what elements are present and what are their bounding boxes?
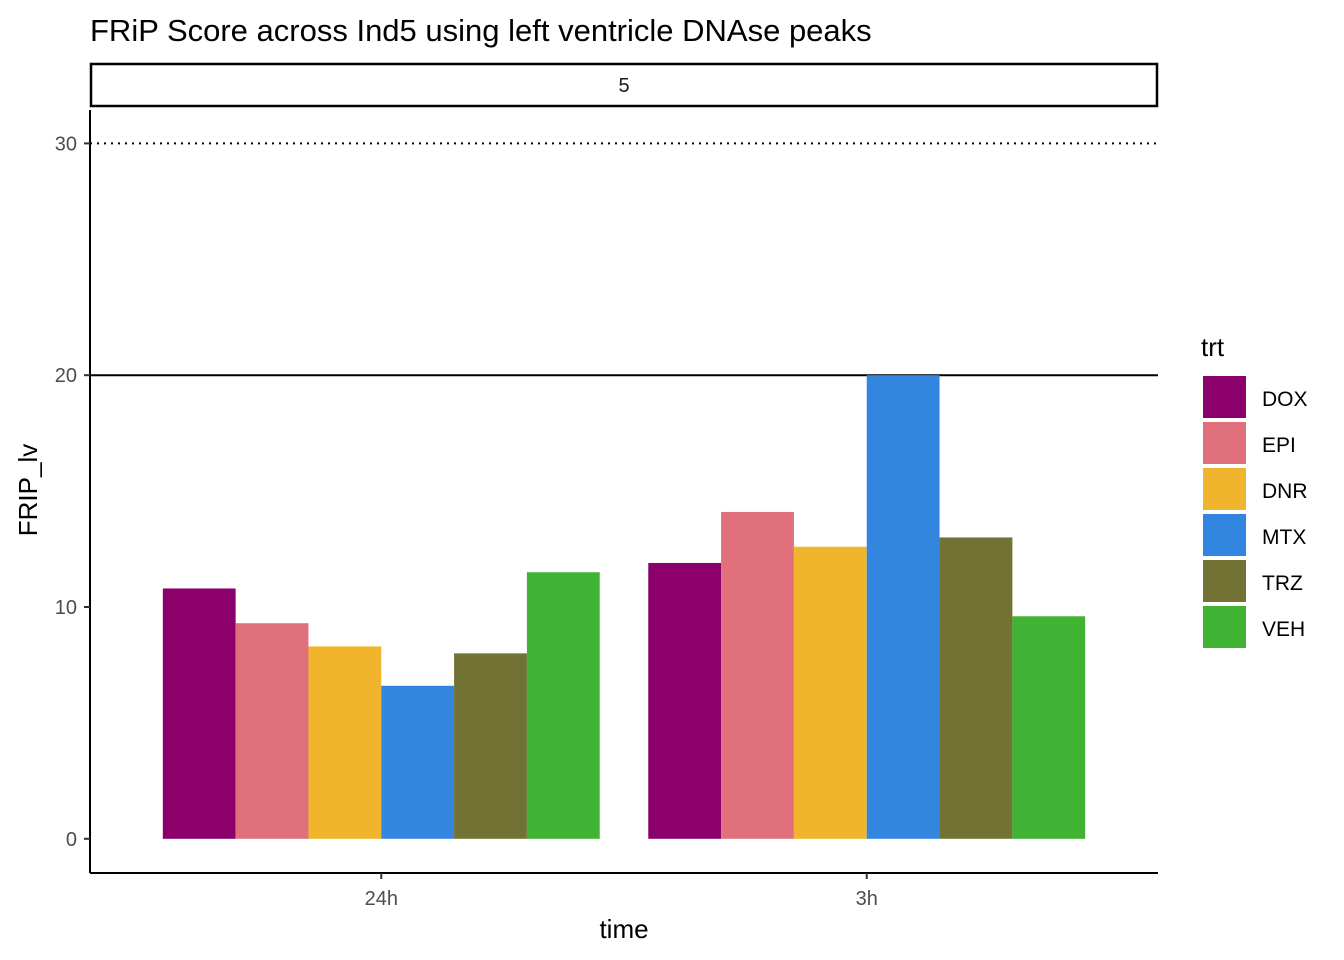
x-ticks: 24h 3h [365,873,878,910]
facet-strip: 5 [89,62,1159,108]
legend-label-mtx: MTX [1262,526,1306,549]
legend-swatch-dnr [1203,468,1246,510]
bar-mtx-3h [866,375,940,839]
bar-trz-24h [454,653,527,839]
reference-lines [90,142,1158,377]
legend-swatch-epi [1203,422,1246,464]
bar-epi-24h [235,623,309,839]
bar-mtx-24h [381,685,455,839]
y-ticks: 0 10 20 30 [55,133,90,851]
axes [89,110,1158,874]
legend-label-dnr: DNR [1262,480,1308,503]
legend-label-epi: EPI [1262,434,1296,457]
bar-veh-24h [526,572,600,839]
y-tick-label: 20 [55,365,77,387]
legend-label-dox: DOX [1262,388,1308,411]
bar-epi-3h [721,511,794,839]
legend-swatch-mtx [1203,514,1246,556]
bar-dox-24h [162,588,236,839]
y-axis-title: FRIP_lv [13,444,43,536]
legend-swatch-dox [1203,376,1246,418]
bar-dox-3h [648,562,722,839]
legend-label-trz: TRZ [1262,572,1303,595]
legend-label-veh: VEH [1262,618,1305,641]
bars [162,375,1086,839]
y-tick-label: 30 [55,133,77,155]
facet-strip-box [89,62,1159,108]
y-tick-label: 0 [66,829,77,851]
bar-dnr-24h [308,646,382,839]
legend: trt DOX EPI DNR MTX TRZ VEH [1201,332,1308,648]
bar-dnr-3h [793,546,867,839]
bar-veh-3h [1012,616,1086,839]
facet-strip-label: 5 [618,75,629,97]
y-tick-label: 10 [55,597,77,619]
x-tick-label: 3h [856,888,878,910]
chart-title: FRiP Score across Ind5 using left ventri… [90,13,872,48]
x-tick-label: 24h [365,888,398,910]
legend-title: trt [1201,332,1225,362]
x-axis-title: time [599,914,648,944]
legend-swatch-veh [1203,606,1246,648]
legend-swatch-trz [1203,560,1246,602]
bar-trz-3h [939,537,1013,839]
